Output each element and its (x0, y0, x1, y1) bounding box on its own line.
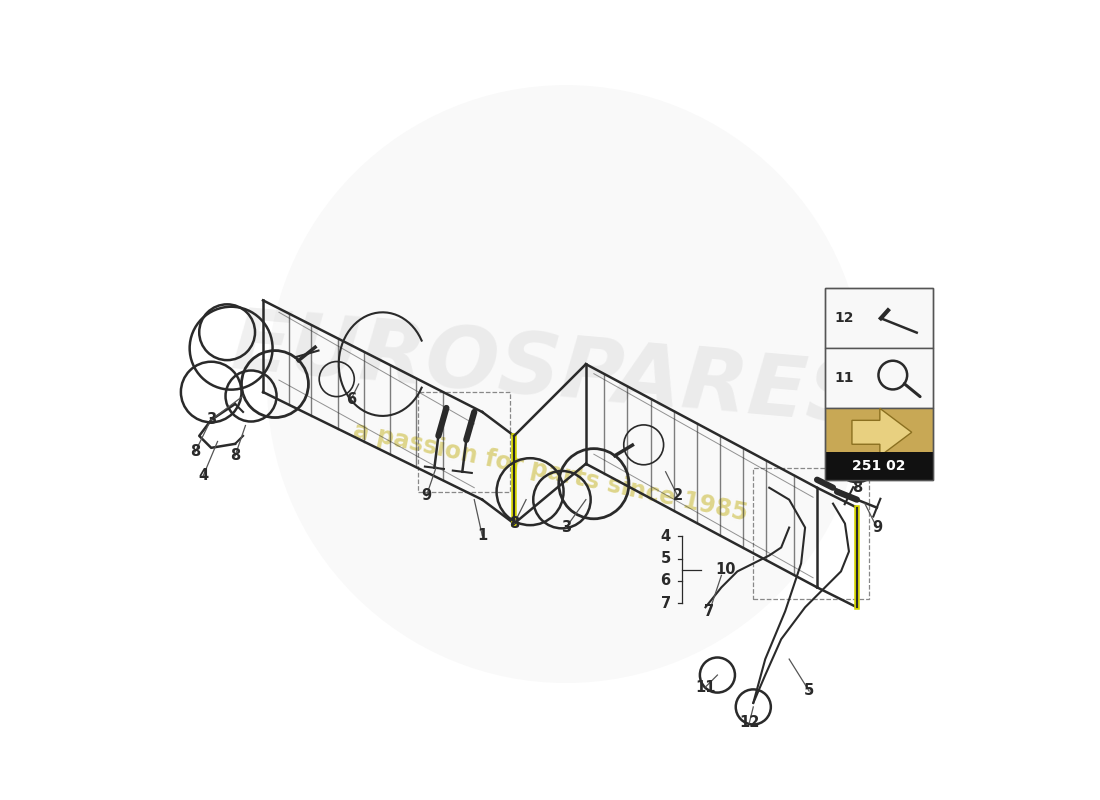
Text: 8: 8 (230, 448, 240, 463)
Text: 9: 9 (421, 488, 431, 503)
Text: 10: 10 (715, 562, 736, 578)
Text: 3: 3 (206, 413, 217, 427)
Bar (825, 348, 933, 408)
Bar (825, 288, 933, 348)
Bar (418, 392, 510, 492)
Text: 1: 1 (477, 528, 487, 543)
Text: 3: 3 (561, 520, 571, 535)
Text: EUROSPARES: EUROSPARES (228, 303, 872, 442)
Text: 11: 11 (835, 371, 854, 385)
Text: 8: 8 (509, 516, 519, 531)
Bar (825, 408, 933, 480)
Text: 2: 2 (672, 488, 683, 503)
Text: 12: 12 (835, 311, 854, 326)
Text: 4: 4 (198, 468, 208, 483)
Text: 12: 12 (739, 715, 759, 730)
Text: 6: 6 (660, 574, 671, 589)
Bar (754, 468, 869, 599)
Polygon shape (851, 408, 912, 456)
Text: 251 02: 251 02 (852, 459, 905, 473)
Text: 5: 5 (660, 551, 671, 566)
Text: 7: 7 (704, 604, 715, 618)
Text: 8: 8 (190, 444, 200, 459)
Text: 4: 4 (660, 529, 671, 544)
Text: 6: 6 (345, 393, 355, 407)
Text: 11: 11 (695, 679, 716, 694)
Text: 5: 5 (804, 683, 814, 698)
Bar (825, 288, 933, 480)
Bar (825, 453, 933, 480)
Text: 9: 9 (872, 520, 882, 535)
Text: a passion for parts since 1985: a passion for parts since 1985 (351, 418, 749, 526)
Text: 8: 8 (851, 480, 862, 495)
Text: 7: 7 (660, 596, 671, 610)
Ellipse shape (267, 85, 865, 683)
